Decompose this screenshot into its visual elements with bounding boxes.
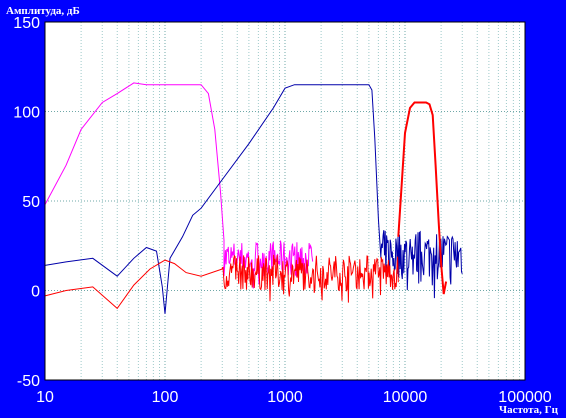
tick-labels: 10 100 1000 10000 100000 150 100 50 0 -50 [13, 15, 552, 406]
y-tick-label: 50 [22, 194, 40, 211]
x-tick-label: 100 [152, 389, 179, 406]
series-group [44, 82, 463, 314]
y-axis-label: Амплитуда, дБ [6, 5, 80, 17]
y-tick-label: 150 [13, 15, 40, 32]
x-tick-label: 100000 [498, 389, 551, 406]
x-tick-label: 10000 [383, 389, 428, 406]
series-line-3 [44, 254, 399, 310]
series-peak-3 [397, 101, 448, 295]
x-tick-label: 10 [36, 389, 54, 406]
y-tick-label: 0 [31, 284, 40, 301]
y-tick-label: 100 [13, 105, 40, 122]
series-line-2 [44, 84, 463, 314]
plot-border [44, 21, 526, 381]
y-tick-label: -50 [17, 373, 40, 390]
x-axis-label: Частота, Гц [499, 404, 559, 416]
x-tick-label: 1000 [267, 389, 303, 406]
